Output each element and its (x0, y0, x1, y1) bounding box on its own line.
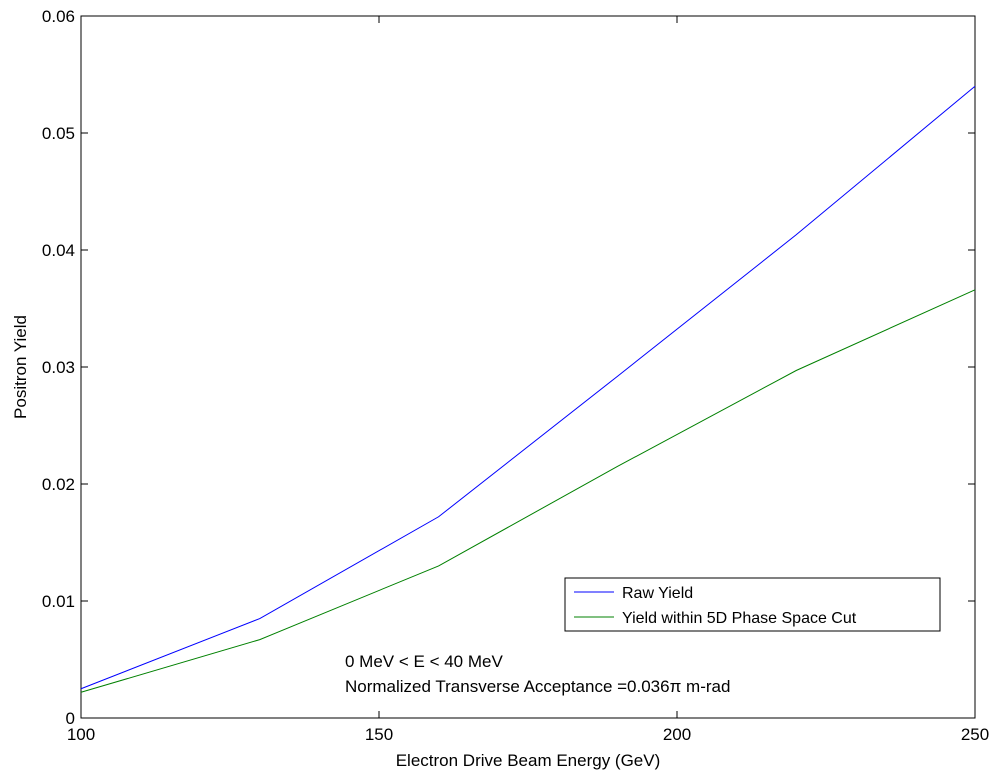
x-tick-label: 200 (663, 725, 691, 744)
y-tick-label: 0.03 (42, 358, 75, 377)
x-tick-label: 150 (365, 725, 393, 744)
x-axis-title: Electron Drive Beam Energy (GeV) (396, 751, 661, 770)
x-tick-label: 100 (67, 725, 95, 744)
acceptance-annotation: Normalized Transverse Acceptance =0.036π… (345, 677, 730, 696)
y-tick-label: 0.05 (42, 124, 75, 143)
ticks-layer: 100 150 200 250 0 0.01 0.02 0.03 0.04 0.05 0.06 (42, 7, 989, 744)
x-tick-label: 250 (961, 725, 989, 744)
y-tick-label: 0.01 (42, 592, 75, 611)
y-axis-title: Positron Yield (11, 315, 30, 419)
phase-space-cut-yield-line (80, 289, 976, 693)
y-tick-label: 0.04 (42, 241, 75, 260)
y-tick-label: 0.02 (42, 475, 75, 494)
legend: Raw Yield Yield within 5D Phase Space Cu… (564, 577, 941, 632)
legend-box (564, 577, 941, 632)
y-tick-label: 0.06 (42, 7, 75, 26)
raw-yield-line (80, 85, 976, 690)
legend-label-raw-yield: Raw Yield (622, 585, 693, 602)
legend-label-phase-space-cut: Yield within 5D Phase Space Cut (622, 610, 857, 627)
y-tick-label: 0 (66, 709, 75, 728)
lines-layer (80, 85, 976, 693)
energy-range-annotation: 0 MeV < E < 40 MeV (345, 652, 503, 671)
